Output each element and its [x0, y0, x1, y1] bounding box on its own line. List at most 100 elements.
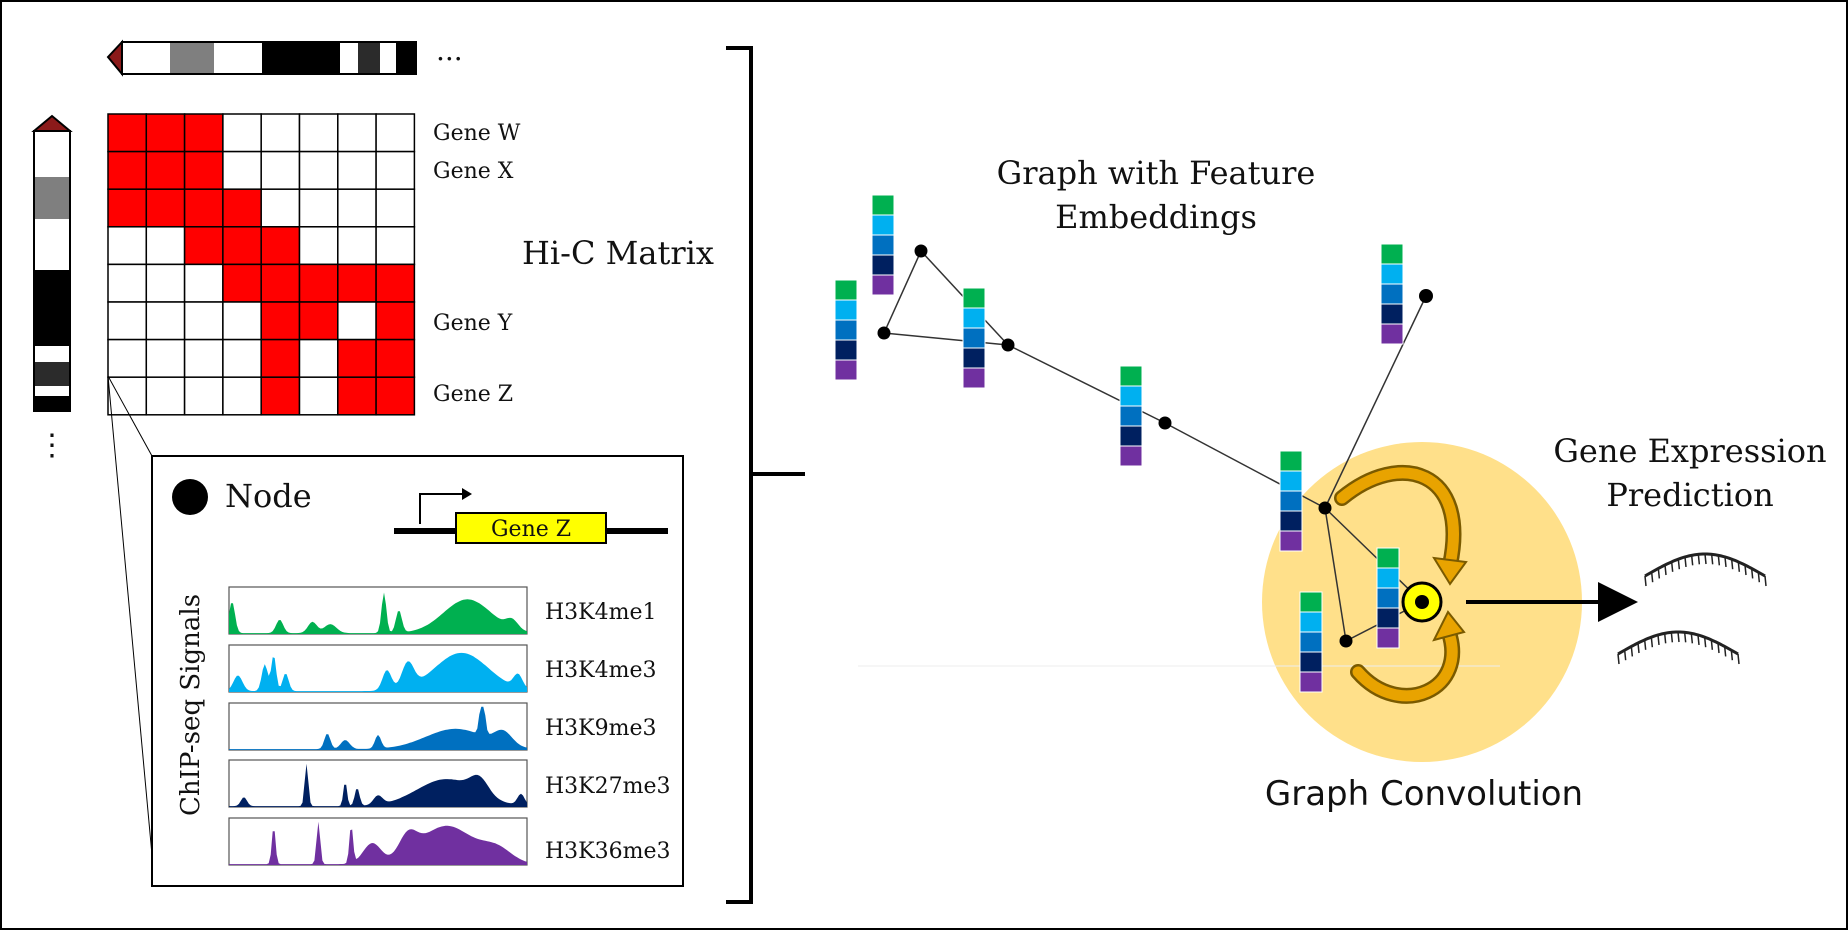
hic-cell	[337, 226, 377, 266]
hic-cell	[183, 226, 224, 266]
prediction-title-line1: Gene Expression	[1553, 432, 1826, 470]
hic-cell	[260, 301, 301, 341]
embedding-vector	[871, 194, 895, 296]
track-label-h3k4me1: H3K4me1	[545, 600, 657, 625]
hic-cell	[183, 338, 224, 378]
hic-cell	[183, 263, 224, 303]
hic-cell	[107, 301, 148, 341]
hic-cell	[298, 150, 339, 190]
embedding-vector	[1299, 591, 1323, 693]
track-label-h3k36me3: H3K36me3	[545, 839, 671, 864]
hic-cell	[337, 263, 377, 303]
hic-cell	[107, 376, 148, 416]
gene-z-box	[455, 512, 607, 544]
graph-node	[1318, 501, 1332, 515]
hic-cell	[222, 338, 262, 378]
hic-cell	[260, 376, 301, 416]
hic-cell	[222, 226, 262, 266]
hic-cell	[337, 150, 377, 190]
hic-cell	[260, 226, 301, 266]
hic-cell	[145, 376, 186, 416]
hic-cell	[145, 301, 186, 341]
hic-cell	[375, 301, 416, 341]
hic-cell	[260, 263, 301, 303]
graph-nodes	[877, 244, 1433, 648]
hic-cell	[107, 113, 148, 153]
hic-cell	[260, 188, 301, 228]
prediction-title-line2: Prediction	[1606, 476, 1773, 514]
embedding-vector	[1119, 365, 1143, 467]
chipseq-axis-title: ChIP-seq Signals	[176, 594, 206, 816]
gene-locus	[394, 488, 668, 544]
hic-cell	[107, 338, 148, 378]
hic-cell	[337, 338, 377, 378]
hic-cell	[337, 301, 377, 341]
hic-cell	[260, 338, 301, 378]
promoter-arrow-icon	[419, 493, 462, 524]
graph-title-line1: Graph with Feature	[997, 154, 1316, 192]
hic-cell	[298, 376, 339, 416]
node-legend-label: Node	[225, 477, 312, 515]
chipseq-signal-h3k36me3	[229, 821, 527, 865]
gene-label-w: Gene W	[433, 121, 521, 146]
zoom-line-bottom	[107, 375, 153, 856]
hic-cell	[298, 226, 339, 266]
hic-cell	[145, 263, 186, 303]
graph-title-line2: Embeddings	[1055, 198, 1257, 236]
embedding-vector	[1376, 547, 1400, 649]
hic-cell	[145, 113, 186, 153]
track-label-h3k9me3: H3K9me3	[545, 716, 657, 741]
hic-cell	[183, 150, 224, 190]
graph-node	[1001, 338, 1015, 352]
convolution-arrow-top	[1336, 467, 1459, 571]
hic-cell	[337, 376, 377, 416]
convolution-arrow-bottom	[1352, 624, 1458, 702]
gene-label-x: Gene X	[433, 159, 514, 184]
hic-cell	[183, 301, 224, 341]
hic-cell	[222, 301, 262, 341]
hic-cell	[298, 113, 339, 153]
hic-cell	[183, 376, 224, 416]
zoom-line-top	[107, 375, 153, 457]
hic-cell	[107, 150, 148, 190]
mrna-transcripts-icon	[1617, 552, 1767, 665]
hic-cell	[375, 263, 416, 303]
graph-node	[1158, 416, 1172, 430]
chromosome-vertical-icon	[31, 114, 73, 412]
ellipsis-top: ...	[436, 34, 463, 67]
hic-matrix-grid	[107, 113, 416, 416]
hic-cell	[107, 188, 148, 228]
hic-matrix-title: Hi-C Matrix	[522, 234, 714, 272]
embedding-vector	[1380, 243, 1404, 345]
hic-cell	[222, 150, 262, 190]
feature-embeddings	[834, 194, 1404, 693]
target-node-core	[1415, 595, 1429, 609]
track-label-h3k4me3: H3K4me3	[545, 658, 657, 683]
hic-cell	[222, 376, 262, 416]
hic-cell	[298, 263, 339, 303]
graph-node	[1419, 289, 1433, 303]
chipseq-signal-h3k27me3	[229, 763, 527, 807]
chipseq-signal-h3k4me1	[229, 592, 527, 634]
hic-cell	[337, 188, 377, 228]
hic-cell	[260, 150, 301, 190]
embedding-vector	[962, 287, 986, 389]
track-label-h3k27me3: H3K27me3	[545, 774, 671, 799]
chipseq-signal-h3k4me3	[229, 652, 527, 692]
hic-cell	[375, 338, 416, 378]
hic-cell	[298, 301, 339, 341]
hic-cell	[145, 188, 186, 228]
gene-label-z: Gene Z	[433, 382, 513, 407]
hic-cell	[107, 226, 148, 266]
hic-cell	[260, 113, 301, 153]
graph-node	[1339, 634, 1353, 648]
hic-cell	[107, 263, 148, 303]
graph-node	[914, 244, 928, 258]
hic-cell	[375, 188, 416, 228]
graph-node	[877, 326, 891, 340]
hic-cell	[298, 188, 339, 228]
chromosome-horizontal-icon	[106, 39, 417, 77]
embedding-vector	[834, 279, 858, 381]
